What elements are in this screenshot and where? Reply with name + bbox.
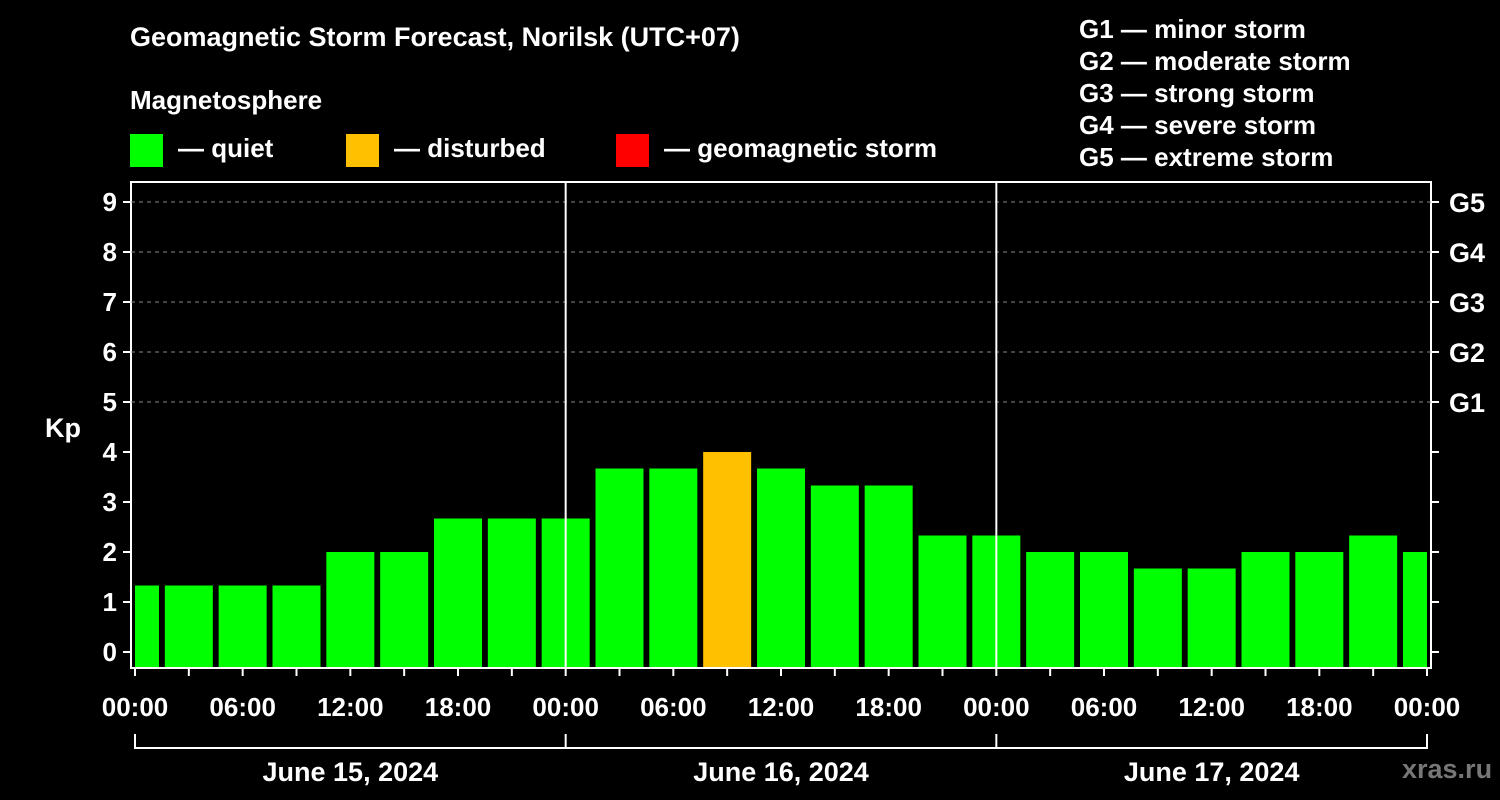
y-tick-label: 5	[103, 387, 117, 417]
x-tick-label: 06:00	[209, 692, 276, 722]
kp-bar	[703, 452, 752, 667]
g-scale-label: G5	[1449, 188, 1485, 218]
y-tick-label: 3	[103, 487, 117, 517]
date-label: June 16, 2024	[693, 757, 869, 787]
kp-bar	[810, 485, 859, 667]
storm-scale-g2: G2 — moderate storm	[1079, 46, 1351, 76]
x-tick-label: 00:00	[1394, 692, 1461, 722]
kp-bar	[1026, 552, 1075, 667]
legend-swatch-quiet	[130, 134, 163, 167]
y-tick-label: 9	[103, 187, 117, 217]
g-scale-label: G1	[1449, 388, 1485, 418]
y-tick-label: 8	[103, 237, 117, 267]
kp-bar	[272, 585, 321, 667]
x-tick-label: 00:00	[532, 692, 599, 722]
date-label: June 15, 2024	[263, 757, 439, 787]
x-tick-label: 00:00	[963, 692, 1030, 722]
storm-scale-g5: G5 — extreme storm	[1079, 142, 1334, 172]
kp-bar	[1349, 535, 1398, 667]
storm-scale-g1: G1 — minor storm	[1079, 14, 1306, 44]
x-tick-label: 18:00	[855, 692, 922, 722]
storm-scale-legend: G1 — minor storm G2 — moderate storm G3 …	[1079, 13, 1351, 173]
y-tick-label: 1	[103, 587, 117, 617]
x-tick-label: 06:00	[640, 692, 707, 722]
x-tick-label: 06:00	[1071, 692, 1138, 722]
kp-bar	[595, 468, 644, 667]
kp-bar	[1080, 552, 1128, 667]
kp-bar	[1241, 552, 1290, 667]
kp-bar	[1187, 568, 1236, 667]
storm-scale-g3: G3 — strong storm	[1079, 78, 1315, 108]
g-scale-label: G3	[1449, 288, 1485, 318]
g-scale-label: G4	[1449, 238, 1485, 268]
legend-label-storm: — geomagnetic storm	[664, 133, 938, 163]
kp-bar	[918, 535, 967, 667]
kp-bar	[1403, 552, 1427, 667]
x-tick-label: 00:00	[102, 692, 169, 722]
x-tick-label: 18:00	[425, 692, 492, 722]
x-tick-label: 12:00	[1178, 692, 1245, 722]
legend-swatch-disturbed	[346, 134, 379, 167]
y-tick-label: 0	[103, 637, 117, 667]
y-axis-label: Kp	[45, 413, 81, 443]
legend-label-disturbed: — disturbed	[394, 133, 546, 163]
kp-bar	[1133, 568, 1182, 667]
kp-bar	[649, 468, 698, 667]
y-tick-label: 2	[103, 537, 117, 567]
kp-bar	[757, 468, 805, 667]
x-tick-label: 18:00	[1286, 692, 1353, 722]
x-tick-label: 12:00	[317, 692, 384, 722]
kp-bar	[487, 518, 536, 667]
kp-bar	[326, 552, 375, 667]
y-tick-label: 4	[103, 437, 118, 467]
watermark: xras.ru	[1402, 754, 1493, 784]
kp-bar	[864, 485, 913, 667]
date-label: June 17, 2024	[1124, 757, 1300, 787]
legend-label-quiet: — quiet	[178, 133, 274, 163]
y-tick-label: 7	[103, 287, 117, 317]
kp-bar	[135, 585, 159, 667]
kp-bar	[164, 585, 213, 667]
g-scale-label: G2	[1449, 338, 1485, 368]
chart-title: Geomagnetic Storm Forecast, Norilsk (UTC…	[130, 22, 740, 52]
storm-scale-g4: G4 — severe storm	[1079, 110, 1317, 140]
y-tick-label: 6	[103, 337, 117, 367]
kp-bar	[380, 552, 429, 667]
kp-bar	[1295, 552, 1344, 667]
legend-swatch-storm	[616, 134, 649, 167]
kp-bar	[434, 518, 482, 667]
kp-bar	[218, 585, 267, 667]
chart-subtitle: Magnetosphere	[130, 85, 323, 115]
x-tick-label: 12:00	[748, 692, 815, 722]
